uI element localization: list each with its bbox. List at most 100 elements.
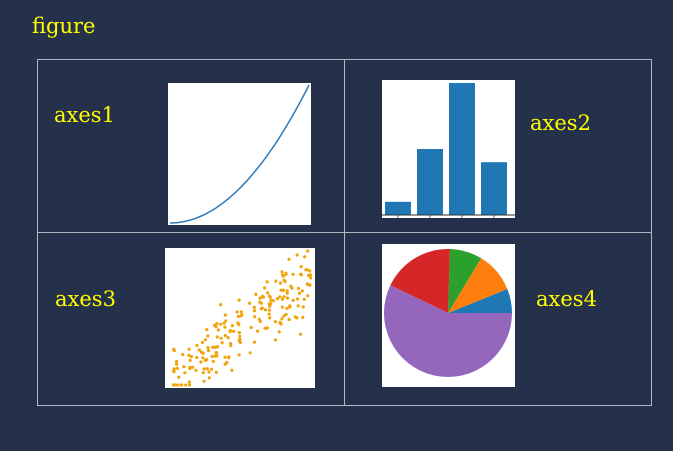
axes4-pie-chart bbox=[382, 244, 515, 387]
scatter-point bbox=[227, 355, 231, 359]
scatter-point bbox=[211, 345, 215, 349]
scatter-point bbox=[274, 279, 278, 283]
axes1-label: axes1 bbox=[54, 103, 115, 127]
scatter-point bbox=[306, 249, 310, 253]
scatter-point bbox=[309, 276, 313, 280]
scatter-point bbox=[195, 355, 199, 360]
scatter-point bbox=[295, 253, 299, 257]
scatter-point bbox=[307, 273, 311, 277]
scatter-point bbox=[238, 340, 242, 344]
scatter-point bbox=[277, 330, 281, 334]
scatter-point bbox=[254, 292, 258, 296]
scatter-point bbox=[194, 368, 198, 372]
scatter-point bbox=[180, 383, 184, 387]
scatter-point bbox=[285, 306, 289, 310]
scatter-point bbox=[280, 305, 284, 309]
series-line bbox=[170, 84, 310, 224]
scatter-point bbox=[249, 325, 253, 330]
scatter-point bbox=[282, 295, 286, 299]
scatter-point bbox=[197, 348, 201, 352]
scatter-point bbox=[306, 294, 310, 298]
scatter-point bbox=[273, 320, 277, 324]
scatter-point bbox=[278, 281, 283, 285]
scatter-point bbox=[224, 319, 228, 323]
scatter-point bbox=[267, 312, 271, 316]
scatter-point bbox=[223, 333, 227, 338]
grid-border-left bbox=[37, 59, 38, 406]
scatter-point bbox=[187, 353, 191, 357]
scatter-point bbox=[206, 334, 210, 338]
scatter-point bbox=[268, 295, 272, 299]
bar-chart bbox=[382, 83, 515, 218]
scatter-point bbox=[297, 291, 302, 295]
scatter-point bbox=[173, 383, 177, 387]
scatter-point bbox=[259, 307, 263, 311]
bar bbox=[449, 83, 475, 215]
scatter-point bbox=[240, 313, 244, 317]
scatter-point bbox=[201, 351, 205, 355]
scatter-point bbox=[232, 329, 236, 333]
scatter-point bbox=[214, 370, 218, 374]
grid-border-center bbox=[344, 59, 345, 406]
scatter-point bbox=[236, 314, 240, 318]
scatter-point bbox=[304, 268, 308, 272]
scatter-point bbox=[296, 297, 300, 301]
axes2-label: axes2 bbox=[530, 111, 591, 135]
scatter-point bbox=[299, 332, 303, 336]
scatter-point bbox=[280, 297, 284, 301]
scatter-point bbox=[281, 288, 285, 292]
pie-slice bbox=[448, 288, 512, 313]
scatter-point bbox=[212, 323, 217, 327]
scatter-point bbox=[296, 286, 300, 290]
bar bbox=[481, 162, 507, 215]
scatter-point bbox=[263, 286, 267, 290]
scatter-point bbox=[263, 326, 267, 330]
scatter-point bbox=[187, 383, 192, 387]
scatter-chart bbox=[172, 249, 313, 387]
scatter-point bbox=[252, 305, 256, 309]
scatter-point bbox=[222, 321, 226, 325]
scatter-point bbox=[291, 272, 295, 276]
scatter-point bbox=[175, 383, 179, 387]
scatter-point bbox=[223, 355, 227, 359]
scatter-point bbox=[175, 366, 179, 370]
scatter-point bbox=[219, 322, 223, 326]
scatter-point bbox=[308, 283, 312, 287]
scatter-point bbox=[275, 297, 280, 301]
scatter-point bbox=[289, 284, 293, 288]
scatter-point bbox=[258, 300, 262, 304]
scatter-point bbox=[247, 301, 252, 305]
scatter-point bbox=[213, 354, 217, 358]
scatter-point bbox=[206, 346, 210, 350]
scatter-point bbox=[187, 380, 191, 384]
scatter-point bbox=[273, 338, 278, 342]
scatter-point bbox=[184, 383, 188, 387]
scatter-point bbox=[238, 337, 242, 341]
scatter-point bbox=[295, 316, 299, 320]
scatter-point bbox=[256, 329, 260, 333]
scatter-point bbox=[175, 362, 179, 366]
scatter-point bbox=[271, 299, 275, 303]
scatter-point bbox=[187, 347, 191, 351]
scatter-point bbox=[283, 279, 287, 284]
scatter-point bbox=[172, 367, 176, 371]
scatter-point bbox=[216, 328, 220, 332]
scatter-point bbox=[302, 297, 306, 301]
scatter-point bbox=[172, 349, 176, 353]
grid-border-right bbox=[651, 59, 652, 406]
scatter-point bbox=[188, 358, 192, 362]
axes3-label: axes3 bbox=[55, 287, 116, 311]
scatter-point bbox=[182, 365, 186, 369]
scatter-point bbox=[201, 356, 205, 360]
scatter-point bbox=[181, 352, 185, 357]
scatter-point bbox=[235, 310, 239, 314]
scatter-point bbox=[177, 375, 181, 379]
scatter-point bbox=[263, 308, 267, 312]
scatter-point bbox=[268, 316, 272, 320]
scatter-point bbox=[226, 336, 230, 340]
scatter-point bbox=[228, 329, 232, 333]
scatter-point bbox=[201, 371, 205, 375]
scatter-point bbox=[282, 314, 286, 318]
scatter-point bbox=[237, 353, 241, 357]
scatter-point bbox=[215, 335, 219, 339]
